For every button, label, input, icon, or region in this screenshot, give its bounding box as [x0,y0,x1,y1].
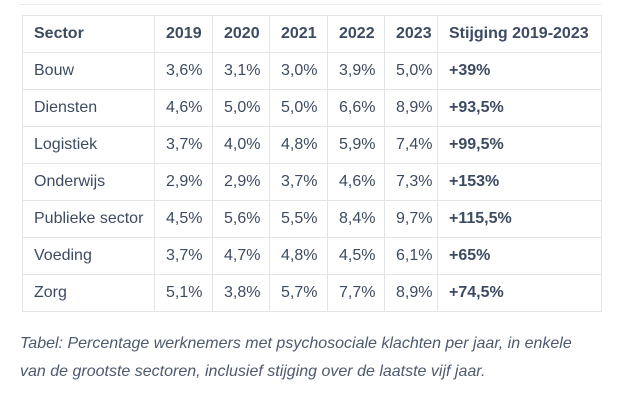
top-divider [19,4,601,5]
cell-value: 5,6% [212,200,270,238]
column-header-2020: 2020 [212,15,270,53]
table-row-logistiek: Logistiek 3,7% 4,0% 4,8% 5,9% 7,4% +99,5… [22,126,602,164]
cell-value: 7,3% [384,163,438,201]
cell-value: 3,7% [154,237,213,275]
cell-value: 6,6% [327,89,385,127]
cell-value: 5,9% [327,126,385,164]
cell-value: 4,8% [269,237,328,275]
cell-stijging: +65% [437,237,602,275]
cell-value: 8,4% [327,200,385,238]
cell-value: 3,6% [154,52,213,90]
table-caption-line-2: van de grootste sectoren, inclusief stij… [20,363,486,380]
cell-value: 5,0% [212,89,270,127]
cell-value: 5,0% [384,52,438,90]
table-row-voeding: Voeding 3,7% 4,7% 4,8% 4,5% 6,1% +65% [22,237,602,275]
cell-value: 3,0% [269,52,328,90]
cell-stijging: +39% [437,52,602,90]
cell-value: 3,8% [212,274,270,312]
table-caption: Tabel: Percentage werknemers met psychos… [20,330,615,386]
cell-sector: Logistiek [22,126,155,164]
cell-value: 5,5% [269,200,328,238]
column-header-stijging: Stijging 2019-2023 [437,15,602,53]
cell-value: 5,1% [154,274,213,312]
cell-sector: Diensten [22,89,155,127]
cell-value: 9,7% [384,200,438,238]
cell-stijging: +99,5% [437,126,602,164]
cell-stijging: +153% [437,163,602,201]
column-header-2021: 2021 [269,15,328,53]
cell-value: 4,5% [154,200,213,238]
cell-value: 8,9% [384,274,438,312]
cell-value: 6,1% [384,237,438,275]
cell-value: 5,7% [269,274,328,312]
table-caption-line-1: Tabel: Percentage werknemers met psychos… [20,335,572,352]
cell-value: 4,8% [269,126,328,164]
cell-value: 2,9% [212,163,270,201]
cell-value: 4,5% [327,237,385,275]
cell-sector: Onderwijs [22,163,155,201]
cell-value: 7,4% [384,126,438,164]
table-row-publieke-sector: Publieke sector 4,5% 5,6% 5,5% 8,4% 9,7%… [22,200,602,238]
cell-value: 3,7% [154,126,213,164]
cell-sector: Zorg [22,274,155,312]
cell-sector: Publieke sector [22,200,155,238]
cell-value: 4,6% [154,89,213,127]
column-header-2019: 2019 [154,15,213,53]
table-header-row: Sector 2019 2020 2021 2022 2023 Stijging… [22,15,602,53]
table-row-bouw: Bouw 3,6% 3,1% 3,0% 3,9% 5,0% +39% [22,52,602,90]
column-header-2023: 2023 [384,15,438,53]
cell-stijging: +115,5% [437,200,602,238]
cell-value: 7,7% [327,274,385,312]
table-row-zorg: Zorg 5,1% 3,8% 5,7% 7,7% 8,9% +74,5% [22,274,602,312]
cell-value: 4,6% [327,163,385,201]
cell-value: 4,7% [212,237,270,275]
psychosocial-complaints-table: Sector 2019 2020 2021 2022 2023 Stijging… [22,15,602,312]
table-row-diensten: Diensten 4,6% 5,0% 5,0% 6,6% 8,9% +93,5% [22,89,602,127]
column-header-2022: 2022 [327,15,385,53]
cell-value: 3,7% [269,163,328,201]
cell-sector: Voeding [22,237,155,275]
cell-value: 4,0% [212,126,270,164]
cell-value: 8,9% [384,89,438,127]
cell-value: 2,9% [154,163,213,201]
table-row-onderwijs: Onderwijs 2,9% 2,9% 3,7% 4,6% 7,3% +153% [22,163,602,201]
cell-value: 5,0% [269,89,328,127]
cell-stijging: +74,5% [437,274,602,312]
cell-value: 3,9% [327,52,385,90]
cell-value: 3,1% [212,52,270,90]
cell-sector: Bouw [22,52,155,90]
column-header-sector: Sector [22,15,155,53]
cell-stijging: +93,5% [437,89,602,127]
